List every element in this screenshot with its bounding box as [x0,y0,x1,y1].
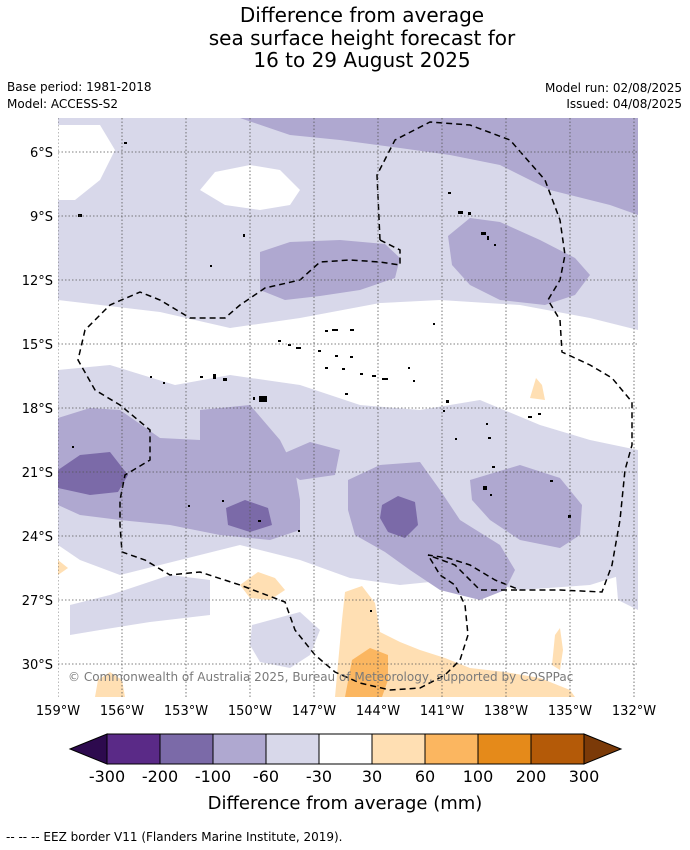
colorbar-swatch-6 [372,734,425,764]
contour-band-warm-se [552,628,563,670]
contour-band-dark-south [380,496,418,538]
islands [72,142,571,612]
lat-label-9s: 9°S [30,210,53,225]
contour-band-warm-edge [58,560,68,575]
lat-label-27s: 27°S [22,594,53,609]
contour-band-medium-east [448,218,590,305]
colorbar-label-m200: -200 [142,767,178,786]
colorbar-swatch-1 [107,734,160,764]
lon-label-150w: 150°W [228,704,272,719]
map-title: Difference from average sea surface heig… [0,4,690,72]
lat-label-24s: 24°S [22,530,53,545]
contour-band-orange-south [345,648,388,697]
contour-band-warm-east [530,378,545,400]
title-line-1: Difference from average [239,3,485,27]
model-run-text: Model run: 02/08/2025 [544,81,682,95]
eez-legend-text: -- -- -- EEZ border V11 (Flanders Marine… [6,830,343,844]
base-period-text: Base period: 1981-2018 [7,80,152,94]
copyright-text: © Commonwealth of Australia 2025, Bureau… [68,670,573,684]
contour-band-medium-ne [240,118,638,215]
lon-label-156w: 156°W [100,704,144,719]
lat-label-18s: 18°S [22,402,53,417]
contour-band-light-south2 [250,612,320,668]
graticule [58,118,638,697]
colorbar-swatch-5 [319,734,372,764]
contour-band-dark-central [226,500,272,532]
colorbar-title: Difference from average (mm) [208,793,483,814]
lat-label-21s: 21°S [22,466,53,481]
lat-labels: 6°S 9°S 12°S 15°S 18°S 21°S 24°S 27°S 30… [22,146,53,673]
colorbar-swatch-7 [425,734,478,764]
colorbar-swatch-4 [266,734,319,764]
title-line-2: sea surface height forecast for [208,25,516,50]
contour-band-warm-west [95,672,125,697]
lon-label-153w: 153°W [164,704,208,719]
colorbar-under-triangle [68,733,108,765]
lon-labels: 159°W 156°W 153°W 150°W 147°W 144°W 141°… [36,704,656,719]
lon-label-144w: 144°W [356,704,400,719]
contour-band-warm-south [335,586,575,697]
lon-label-135w: 135°W [548,704,592,719]
colorbar-label-300: 300 [569,767,600,786]
colorbar-label-100: 100 [463,767,494,786]
contour-hole-north [200,165,300,210]
lon-label-141w: 141°W [420,704,464,719]
lon-label-147w: 147°W [292,704,336,719]
title-line-3: 16 to 29 August 2025 [253,48,471,72]
colorbar: -300 -200 -100 -60 -30 30 60 100 200 300… [68,733,623,814]
colorbar-tick-labels: -300 -200 -100 -60 -30 30 60 100 200 300 [89,767,599,786]
contour-hole-west [58,125,115,200]
lon-label-138w: 138°W [484,704,528,719]
contour-band-light-south [70,575,210,635]
issued-text: Issued: 04/08/2025 [566,97,682,111]
contour-band-medium-se [470,465,582,548]
colorbar-swatch-9 [531,734,584,764]
anomaly-field: © Commonwealth of Australia 2025, Bureau… [58,118,638,697]
colorbar-label-m100: -100 [195,767,231,786]
colorbar-label-m60: -60 [253,767,279,786]
eez-borders [77,121,633,691]
colorbar-swatch-2 [160,734,213,764]
contour-band-dark-west [58,452,128,495]
contour-band-light-se [615,548,638,610]
colorbar-swatch-8 [478,734,531,764]
model-text: Model: ACCESS-S2 [7,97,119,111]
colorbar-label-m300: -300 [89,767,125,786]
colorbar-over-triangle [583,733,623,765]
colorbar-label-60: 60 [415,767,435,786]
contour-band-medium-mid [280,442,340,480]
colorbar-label-30: 30 [362,767,382,786]
lat-label-15s: 15°S [22,338,53,353]
lon-label-132w: 132°W [612,704,656,719]
lon-label-159w: 159°W [36,704,80,719]
lat-label-12s: 12°S [22,274,53,289]
colorbar-label-200: 200 [516,767,547,786]
lat-label-30s: 30°S [22,658,53,673]
contour-band-medium-north [260,240,400,300]
lat-label-6s: 6°S [30,146,53,161]
contour-band-warm-mid [240,572,285,600]
colorbar-label-m30: -30 [306,767,332,786]
colorbar-swatch-3 [213,734,266,764]
contour-band-medium-south [348,462,515,600]
